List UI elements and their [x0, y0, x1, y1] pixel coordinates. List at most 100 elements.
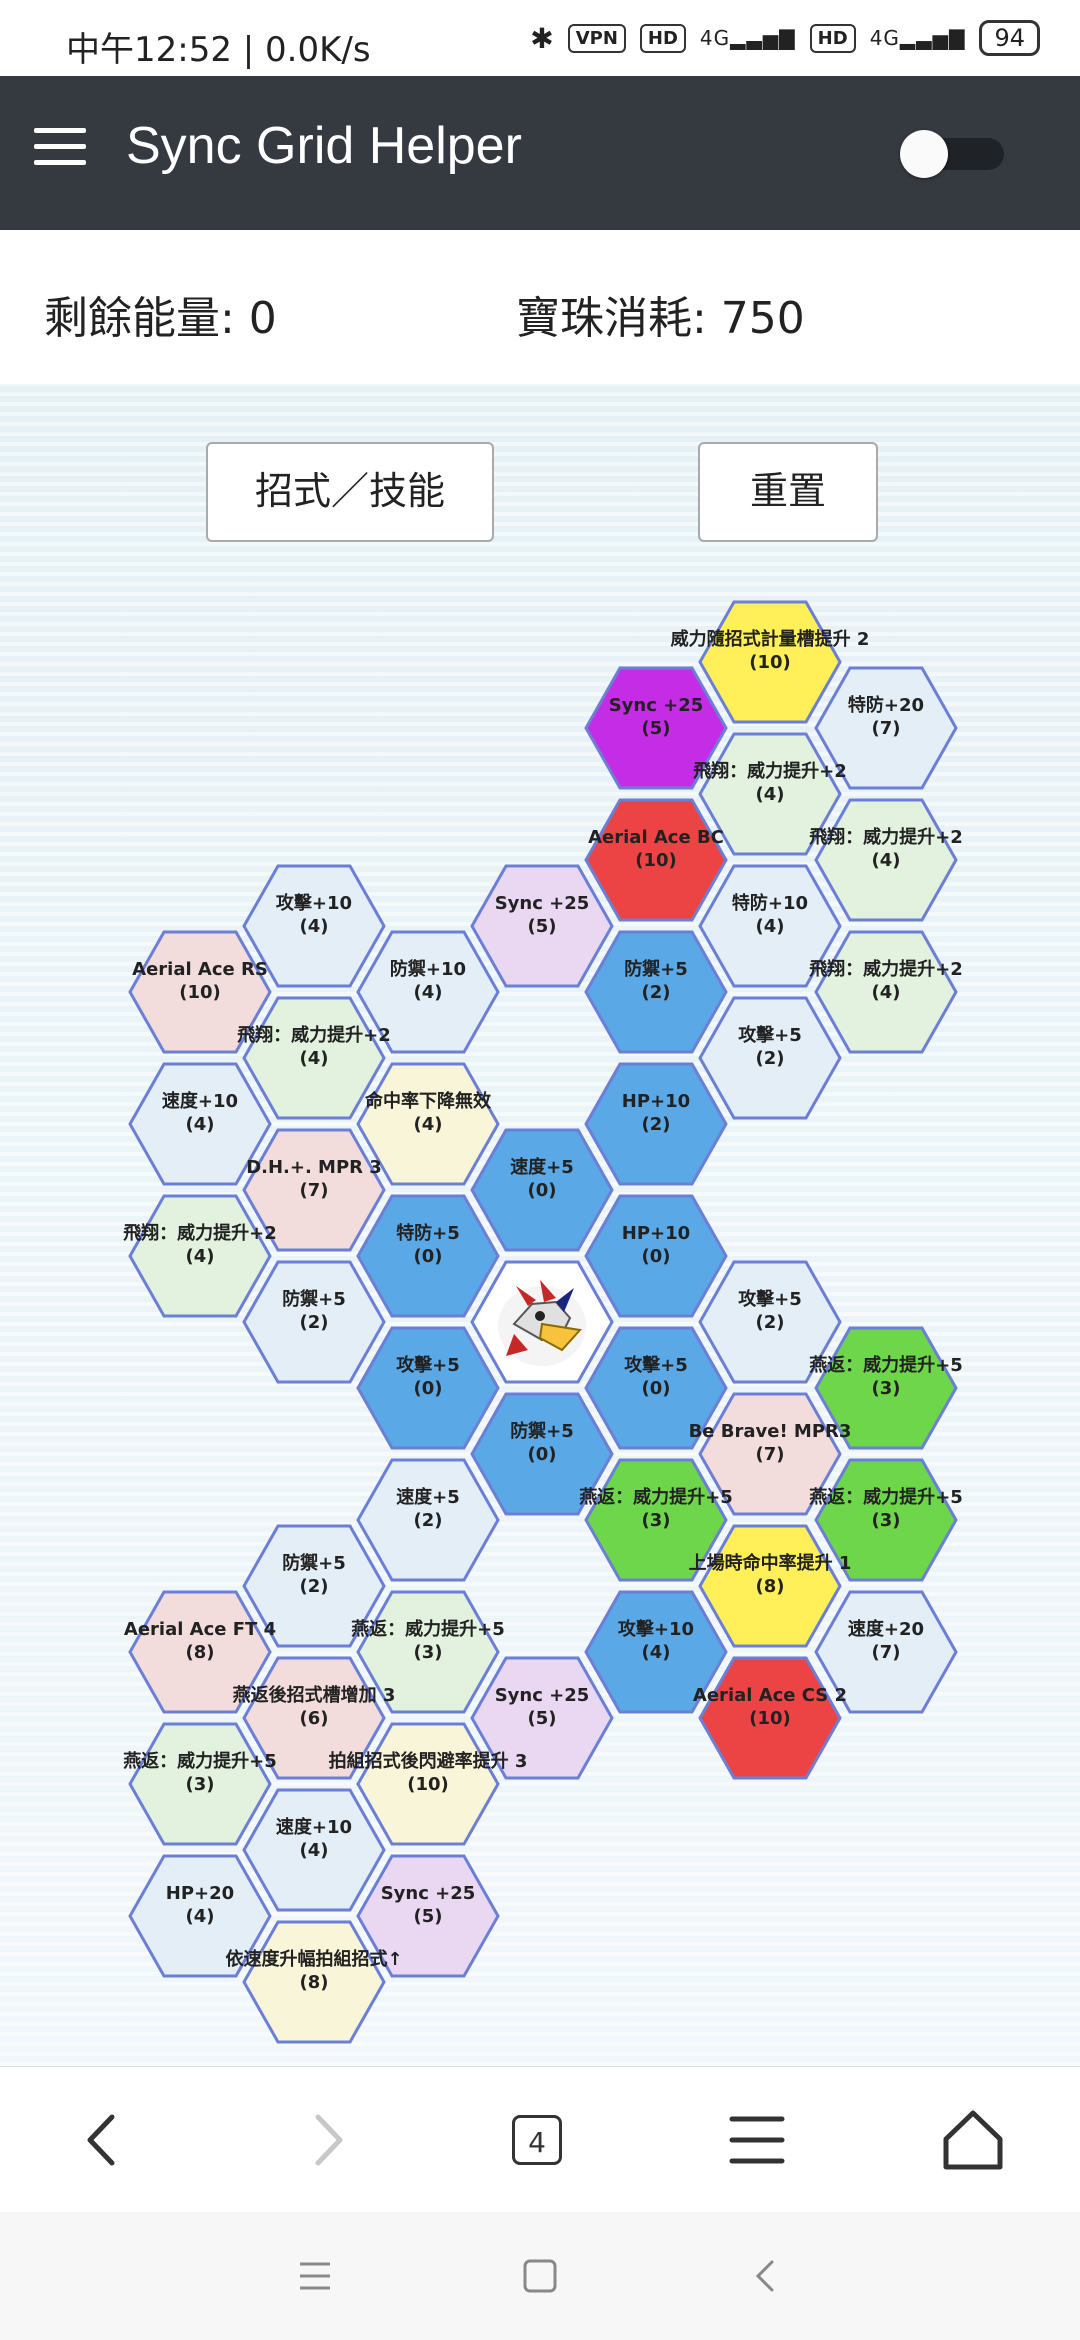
cell-cost: (3)	[185, 1774, 215, 1795]
grid-cell[interactable]: Sync +25 (5)	[470, 1656, 614, 1780]
grid-cell[interactable]: 依速度升幅拍組招式↑ (8)	[225, 1920, 403, 2044]
hex-tile	[242, 864, 386, 988]
grid-cell[interactable]: 攻擊+10 (4)	[584, 1590, 728, 1714]
grid-cell[interactable]: 防禦+5 (2)	[242, 1260, 386, 1384]
cell-cost: (7)	[871, 1642, 901, 1663]
cell-cost: (10)	[407, 1774, 449, 1795]
cell-cost: (4)	[755, 784, 785, 805]
grid-cell[interactable]: 特防+10 (4)	[698, 864, 842, 988]
grid-cell[interactable]: 攻擊+5 (0)	[584, 1326, 728, 1450]
grid-cell[interactable]: 燕返後招式槽增加 3 (6)	[233, 1656, 395, 1780]
grid-cell[interactable]: 拍組招式後閃避率提升 3 (10)	[329, 1722, 527, 1846]
hex-tile	[356, 1458, 500, 1582]
orb-cost: 寶珠消耗: 750	[516, 293, 805, 344]
grid-cell[interactable]: Sync +25 (5)	[470, 864, 614, 988]
cell-cost: (8)	[755, 1576, 785, 1597]
cell-cost: (5)	[527, 916, 557, 937]
back-icon[interactable]	[740, 2254, 790, 2298]
cell-label: 攻擊+5	[396, 1355, 460, 1376]
forward-arrow-icon[interactable]	[280, 2097, 370, 2183]
cell-cost: (2)	[299, 1312, 329, 1333]
cell-label: Sync +25	[608, 695, 704, 716]
cell-label: 特防+10	[731, 893, 809, 914]
grid-cell[interactable]: Sync +25 (5)	[584, 666, 728, 790]
grid-cell[interactable]: 燕返：威力提升+5 (3)	[809, 1458, 963, 1582]
cell-cost: (4)	[641, 1642, 671, 1663]
cell-cost: (0)	[413, 1378, 443, 1399]
grid-cell[interactable]: 燕返：威力提升+5 (3)	[123, 1722, 277, 1846]
grid-cell[interactable]: HP+10 (2)	[584, 1062, 728, 1186]
grid-cell[interactable]: 速度+5 (2)	[356, 1458, 500, 1582]
grid-center-cell[interactable]	[470, 1260, 614, 1384]
hamburger-menu-icon[interactable]	[34, 128, 86, 168]
grid-cell[interactable]: 防禦+5 (2)	[584, 930, 728, 1054]
grid-cell[interactable]: 飛翔：威力提升+2 (4)	[809, 930, 963, 1054]
hex-tile	[470, 1128, 614, 1252]
hex-tile	[814, 1590, 958, 1714]
hex-tile	[356, 1722, 500, 1846]
grid-cell[interactable]: 威力隨招式計量槽提升 2 (10)	[671, 600, 869, 724]
grid-cell[interactable]: 特防+5 (0)	[356, 1194, 500, 1318]
grid-cell[interactable]: 飛翔：威力提升+2 (4)	[123, 1194, 277, 1318]
toggle-switch[interactable]	[900, 130, 1004, 178]
grid-cell[interactable]: 攻擊+10 (4)	[242, 864, 386, 988]
grid-cell[interactable]: 攻擊+5 (2)	[698, 1260, 842, 1384]
cell-cost: (0)	[641, 1378, 671, 1399]
grid-cell[interactable]: 攻擊+5 (0)	[356, 1326, 500, 1450]
grid-cell[interactable]: 燕返：威力提升+5 (3)	[579, 1458, 733, 1582]
home-icon[interactable]	[928, 2097, 1018, 2183]
hex-tile	[584, 798, 728, 922]
vpn-icon: VPN	[567, 23, 626, 53]
grid-cell[interactable]: 攻擊+5 (2)	[698, 996, 842, 1120]
grid-cell[interactable]: Aerial Ace BC (10)	[584, 798, 728, 922]
grid-cell[interactable]: 速度+20 (7)	[814, 1590, 958, 1714]
cell-label: 威力隨招式計量槽提升 2	[670, 629, 870, 650]
grid-cell[interactable]: 特防+20 (7)	[814, 666, 958, 790]
grid-cell[interactable]: 上場時命中率提升 1 (8)	[689, 1524, 851, 1648]
grid-cell[interactable]: 燕返：威力提升+5 (3)	[809, 1326, 963, 1450]
cell-cost: (2)	[755, 1048, 785, 1069]
reset-button[interactable]: 重置	[698, 442, 878, 542]
hex-tile	[470, 864, 614, 988]
grid-cell[interactable]: HP+20 (4)	[128, 1854, 272, 1978]
grid-cell[interactable]: D.H.+. MPR 3 (7)	[242, 1128, 386, 1252]
grid-cell[interactable]: HP+10 (0)	[584, 1194, 728, 1318]
cell-label: HP+10	[621, 1223, 691, 1244]
grid-cell[interactable]: 燕返：威力提升+5 (3)	[351, 1590, 505, 1714]
grid-cell[interactable]: 速度+10 (4)	[128, 1062, 272, 1186]
grid-cell[interactable]: Be Brave! MPR3 (7)	[689, 1392, 851, 1516]
recents-icon[interactable]	[290, 2254, 340, 2298]
cell-cost: (2)	[755, 1312, 785, 1333]
tabs-icon[interactable]: 4	[494, 2097, 584, 2183]
grid-cell[interactable]: 飛翔：威力提升+2 (4)	[237, 996, 391, 1120]
menu-icon[interactable]	[712, 2097, 802, 2183]
hex-tile	[128, 1722, 272, 1846]
battery-icon: 94	[979, 20, 1040, 56]
app-title: Sync Grid Helper	[126, 117, 522, 175]
grid-cell[interactable]: 命中率下降無效 (4)	[356, 1062, 500, 1186]
cell-label: 防禦+5	[510, 1421, 574, 1442]
back-arrow-icon[interactable]	[60, 2097, 150, 2183]
hex-tile	[242, 996, 386, 1120]
grid-cell[interactable]: 速度+5 (0)	[470, 1128, 614, 1252]
cell-label: 飛翔：威力提升+2	[809, 827, 963, 848]
cell-label: 飛翔：威力提升+2	[123, 1223, 277, 1244]
cell-label: Sync +25	[494, 893, 590, 914]
cell-label: HP+10	[621, 1091, 691, 1112]
cell-label: HP+20	[165, 1883, 235, 1904]
grid-cell[interactable]: 飛翔：威力提升+2 (4)	[693, 732, 847, 856]
cell-label: 燕返：威力提升+5	[809, 1355, 963, 1376]
grid-cell[interactable]: 防禦+10 (4)	[356, 930, 500, 1054]
grid-cell[interactable]: Aerial Ace RS (10)	[128, 930, 272, 1054]
grid-cell[interactable]: 防禦+5 (0)	[470, 1392, 614, 1516]
hex-tile	[128, 1194, 272, 1318]
grid-cell[interactable]: Sync +25 (5)	[356, 1854, 500, 1978]
grid-cell[interactable]: 防禦+5 (2)	[242, 1524, 386, 1648]
grid-cell[interactable]: 速度+10 (4)	[242, 1788, 386, 1912]
home-square-icon[interactable]	[515, 2254, 565, 2298]
grid-cell[interactable]: Aerial Ace FT 4 (8)	[124, 1590, 276, 1714]
grid-cell[interactable]: 飛翔：威力提升+2 (4)	[809, 798, 963, 922]
moves-skills-button[interactable]: 招式／技能	[206, 442, 494, 542]
grid-cell[interactable]: Aerial Ace CS 2 (10)	[693, 1656, 847, 1780]
tab-count: 4	[512, 2115, 562, 2165]
